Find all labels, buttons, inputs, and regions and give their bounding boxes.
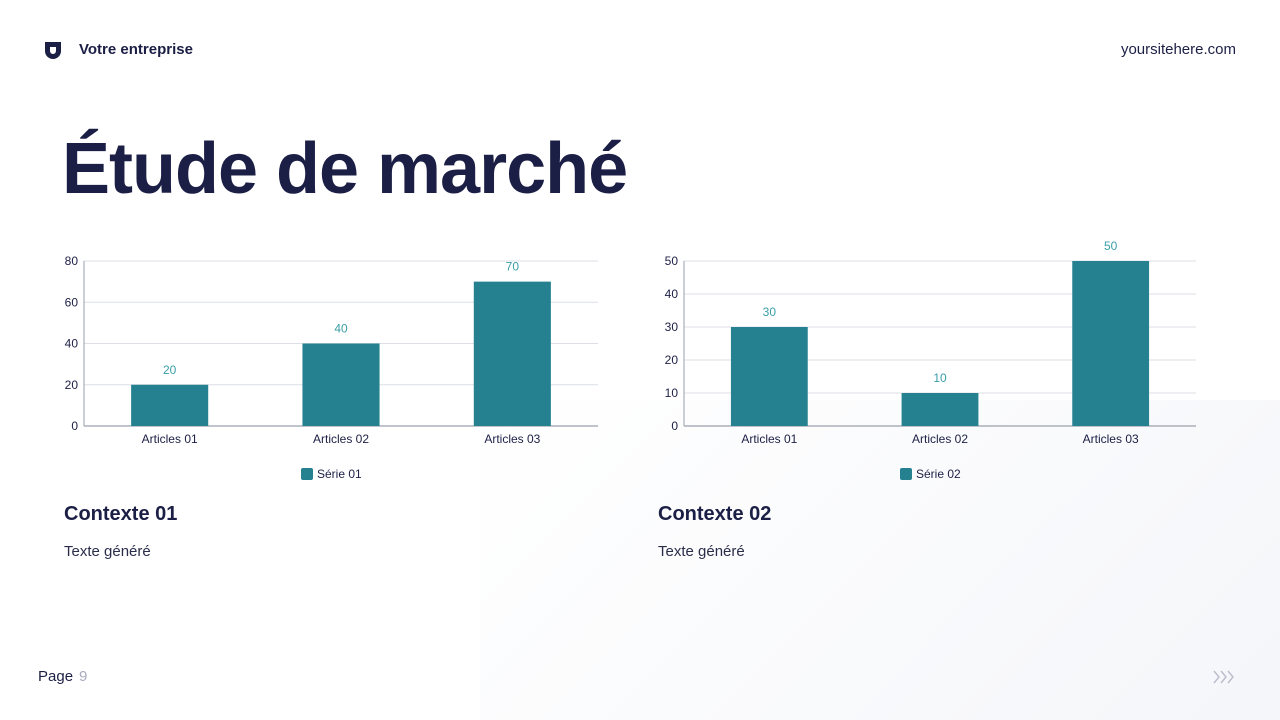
site-url[interactable]: yoursitehere.com (1120, 41, 1236, 58)
y-tick-label: 60 (65, 295, 79, 309)
x-tick-label: Articles 02 (313, 432, 369, 446)
company-name: Votre entreprise (79, 41, 193, 58)
bar-chart-2: 0 10 20 30 40 50 30 Articles 01 10 Articles 02 50 A… (665, 239, 1196, 481)
bar (730, 327, 808, 426)
y-tick-label: 40 (665, 287, 679, 301)
legend-swatch (900, 468, 912, 480)
data-label: 70 (506, 260, 520, 274)
x-tick-label: Articles 03 (1083, 432, 1139, 446)
context-2-text: Texte généré (658, 543, 745, 560)
y-tick-label: 40 (65, 337, 79, 351)
company-logo-icon (45, 42, 61, 59)
x-tick-label: Articles 02 (912, 432, 968, 446)
data-label: 50 (1104, 239, 1118, 253)
data-label: 20 (163, 363, 177, 377)
page-number: 9 (79, 668, 88, 685)
y-tick-label: 80 (65, 254, 79, 268)
page-label: Page (38, 668, 74, 685)
background-tint (480, 400, 1280, 720)
bar (1072, 261, 1150, 426)
y-tick-label: 20 (665, 353, 679, 367)
y-tick-label: 0 (671, 419, 678, 433)
context-1-text: Texte généré (64, 543, 151, 560)
triple-chevron-right-icon[interactable] (1212, 668, 1236, 686)
data-label: 30 (763, 305, 777, 319)
y-tick-label: 20 (65, 378, 79, 392)
data-label: 40 (334, 322, 348, 336)
page-indicator: Page 9 (38, 668, 87, 685)
page-title: Étude de marché (62, 129, 628, 209)
y-tick-label: 50 (665, 254, 679, 268)
y-tick-label: 10 (665, 386, 679, 400)
bar (131, 384, 209, 426)
x-tick-label: Articles 03 (484, 432, 540, 446)
context-2-title: Contexte 02 (658, 503, 772, 525)
header: Votre entreprise yoursitehere.com (42, 36, 1236, 64)
bar (302, 343, 380, 426)
bar (901, 393, 979, 426)
data-label: 10 (933, 371, 947, 385)
bar-chart-1: 0 20 40 60 80 20 Articles 01 40 Articles 02 70 Art… (65, 254, 598, 481)
bar (473, 281, 551, 426)
legend-label: Série 01 (317, 467, 362, 481)
y-tick-label: 0 (71, 419, 78, 433)
legend-swatch (301, 468, 313, 480)
legend-label: Série 02 (916, 467, 961, 481)
x-tick-label: Articles 01 (741, 432, 797, 446)
context-1-title: Contexte 01 (64, 503, 178, 525)
x-tick-label: Articles 01 (142, 432, 198, 446)
y-tick-label: 30 (665, 320, 679, 334)
